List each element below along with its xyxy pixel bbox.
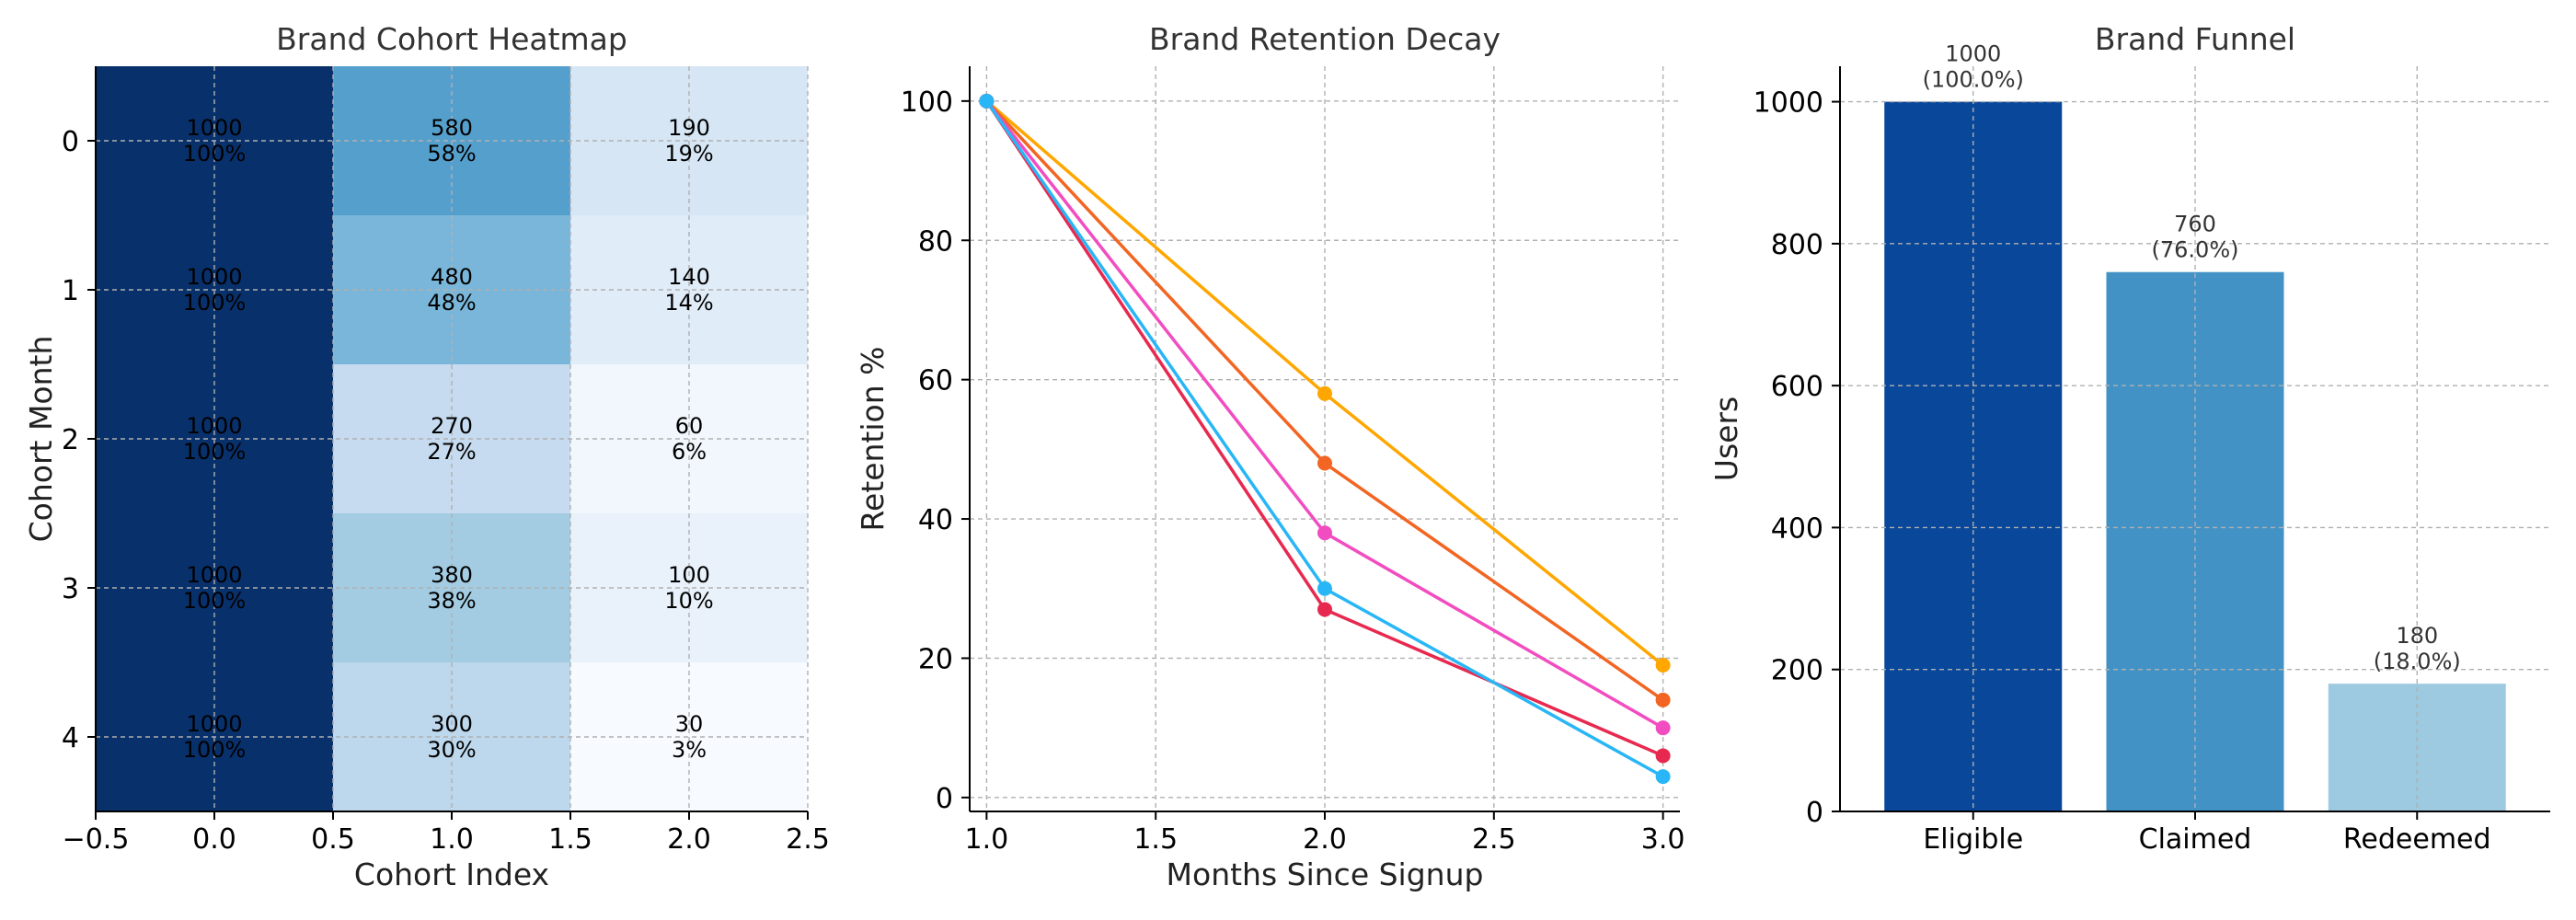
cell-percent-label: 58% bbox=[427, 141, 476, 167]
cell-percent-label: 100% bbox=[183, 141, 247, 167]
y-tick-label: 1000 bbox=[1754, 87, 1823, 120]
line-chart-panel: 1.0 1.5 2.0 2.5 3.0 0 20 40 60 80 100 Brand Retenti… bbox=[855, 21, 1685, 892]
data-point bbox=[1317, 602, 1332, 617]
cell-percent-label: 3% bbox=[672, 737, 707, 763]
cell-percent-label: 10% bbox=[664, 588, 713, 614]
category-label: Redeemed bbox=[2343, 823, 2491, 856]
x-tick-label: 2.0 bbox=[667, 823, 711, 856]
x-tick-label: 2.0 bbox=[1303, 823, 1347, 856]
bar-percent-label: (100.0%) bbox=[1923, 67, 2024, 93]
y-axis-label: Users bbox=[1708, 397, 1744, 481]
cell-count-label: 1000 bbox=[186, 711, 242, 737]
y-axis-label: Retention % bbox=[855, 347, 891, 532]
cell-percent-label: 100% bbox=[183, 588, 247, 614]
y-tick-label: 100 bbox=[901, 86, 953, 119]
data-point bbox=[1317, 455, 1332, 471]
x-tick-label: −0.5 bbox=[63, 823, 130, 856]
x-tick-label: 2.5 bbox=[786, 823, 830, 856]
data-point bbox=[1655, 658, 1671, 673]
x-tick-label: 1.0 bbox=[965, 823, 1009, 856]
chart-title: Brand Cohort Heatmap bbox=[276, 21, 627, 57]
y-tick-label: 4 bbox=[62, 722, 79, 754]
cell-count-label: 580 bbox=[431, 115, 473, 141]
y-axis-label: Cohort Month bbox=[23, 336, 59, 543]
cell-count-label: 1000 bbox=[186, 264, 242, 290]
x-tick-label: 1.0 bbox=[430, 823, 474, 856]
y-tick-label: 40 bbox=[918, 504, 953, 536]
cell-count-label: 1000 bbox=[186, 115, 242, 141]
category-label: Claimed bbox=[2139, 823, 2252, 856]
cell-percent-label: 19% bbox=[664, 141, 713, 167]
data-point bbox=[1655, 720, 1671, 736]
bar-percent-label: (18.0%) bbox=[2374, 649, 2461, 674]
x-tick-label: 0.0 bbox=[192, 823, 236, 856]
y-tick-label: 0 bbox=[936, 783, 953, 815]
data-point bbox=[1655, 692, 1671, 707]
bar-value-label: 760 bbox=[2174, 212, 2216, 237]
cell-percent-label: 30% bbox=[427, 737, 476, 763]
data-point bbox=[1317, 385, 1332, 401]
x-tick-label: 3.0 bbox=[1641, 823, 1685, 856]
x-axis-label: Months Since Signup bbox=[1167, 857, 1484, 892]
y-tick-label: 600 bbox=[1771, 371, 1823, 403]
data-point bbox=[1317, 525, 1332, 541]
cell-count-label: 1000 bbox=[186, 562, 242, 588]
cell-count-label: 100 bbox=[668, 562, 710, 588]
cell-percent-label: 48% bbox=[427, 290, 476, 316]
cell-percent-label: 38% bbox=[427, 588, 476, 614]
y-tick-label: 200 bbox=[1771, 655, 1823, 687]
cell-count-label: 480 bbox=[431, 264, 473, 290]
heatmap-panel: 1000100%58058%19019%1000100%48048%14014%… bbox=[23, 21, 830, 892]
y-tick-label: 80 bbox=[918, 225, 953, 258]
y-tick-label: 0 bbox=[62, 126, 79, 158]
y-tick-label: 60 bbox=[918, 365, 953, 397]
cell-count-label: 300 bbox=[431, 711, 473, 737]
y-tick-label: 3 bbox=[62, 573, 79, 605]
x-tick-label: 2.5 bbox=[1472, 823, 1516, 856]
funnel-panel: Eligible Claimed Redeemed 0 200 400 600 800 1000… bbox=[1708, 21, 2550, 856]
cell-percent-label: 27% bbox=[427, 439, 476, 465]
cell-count-label: 1000 bbox=[186, 413, 242, 439]
data-point bbox=[1655, 769, 1671, 785]
cell-count-label: 60 bbox=[675, 413, 704, 439]
y-tick-label: 0 bbox=[1806, 797, 1823, 829]
cell-percent-label: 6% bbox=[672, 439, 707, 465]
cell-percent-label: 100% bbox=[183, 439, 247, 465]
y-tick-label: 2 bbox=[62, 424, 79, 456]
bar-value-label: 180 bbox=[2396, 623, 2438, 649]
bar-percent-label: (76.0%) bbox=[2152, 237, 2239, 263]
bar-value-label: 1000 bbox=[1945, 41, 2001, 67]
cell-count-label: 270 bbox=[431, 413, 473, 439]
cell-count-label: 140 bbox=[668, 264, 710, 290]
category-label: Eligible bbox=[1923, 823, 2023, 856]
x-tick-label: 1.5 bbox=[1133, 823, 1178, 856]
x-tick-label: 1.5 bbox=[548, 823, 592, 856]
x-tick-label: 0.5 bbox=[311, 823, 355, 856]
data-point bbox=[1317, 581, 1332, 596]
cell-percent-label: 100% bbox=[183, 290, 247, 316]
chart-title: Brand Retention Decay bbox=[1149, 21, 1501, 57]
y-tick-label: 20 bbox=[918, 643, 953, 675]
y-tick-label: 800 bbox=[1771, 229, 1823, 261]
data-point bbox=[1655, 748, 1671, 764]
cell-count-label: 190 bbox=[668, 115, 710, 141]
x-axis-label: Cohort Index bbox=[354, 857, 549, 892]
cell-count-label: 30 bbox=[675, 711, 704, 737]
cell-percent-label: 14% bbox=[664, 290, 713, 316]
cell-count-label: 380 bbox=[431, 562, 473, 588]
chart-title: Brand Funnel bbox=[2095, 21, 2295, 57]
data-point bbox=[979, 93, 995, 109]
cell-percent-label: 100% bbox=[183, 737, 247, 763]
y-tick-label: 1 bbox=[62, 275, 79, 307]
y-tick-label: 400 bbox=[1771, 512, 1823, 545]
